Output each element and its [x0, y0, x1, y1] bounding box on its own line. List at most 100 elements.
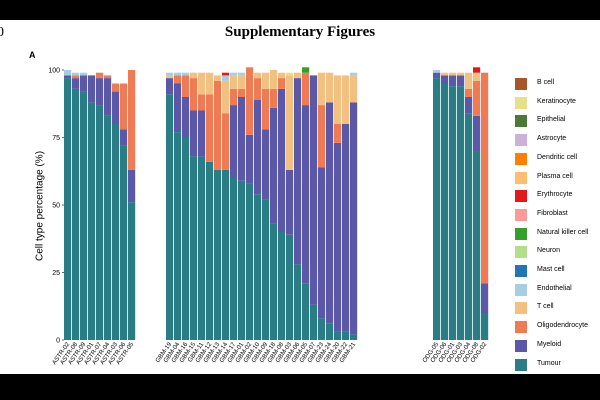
- bar-segment-oligodendrocyte: [128, 70, 136, 170]
- legend-label: Myeloid: [537, 340, 562, 348]
- bar-segment-t-cell: [334, 75, 342, 124]
- bar-segment-t-cell: [473, 72, 481, 81]
- y-tick-label: 100: [48, 68, 60, 75]
- legend-label: Dendritic cell: [537, 153, 578, 161]
- bar-segment-t-cell: [238, 75, 246, 89]
- legend-label: Fibroblast: [537, 209, 568, 217]
- bar-segment-myeloid: [278, 88, 286, 233]
- bar-segment-myeloid: [128, 169, 136, 203]
- bar-segment-myeloid: [449, 75, 457, 87]
- bar-segment-tumour: [318, 318, 326, 340]
- bar-segment-tumour: [302, 283, 310, 340]
- bar-segment-t-cell: [449, 72, 457, 76]
- bar-segment-myeloid: [262, 129, 270, 200]
- y-tick-label: 0: [56, 338, 60, 345]
- legend-swatch: [515, 265, 527, 277]
- bar-segment-t-cell: [198, 72, 206, 95]
- bar-segment-natural-killer-cell: [302, 67, 310, 73]
- legend-item: T cell: [515, 302, 600, 315]
- bar-segment-tumour: [230, 178, 238, 340]
- bar-segment-myeloid: [473, 115, 481, 151]
- bar-segment-t-cell: [206, 72, 214, 95]
- bar-segment-myeloid: [198, 110, 206, 157]
- bar-segment-oligodendrocyte: [206, 94, 214, 162]
- bar-segment-endothelial: [72, 72, 80, 76]
- bar-segment-tumour: [294, 264, 302, 340]
- legend-swatch: [515, 227, 527, 240]
- legend-label: Tumour: [537, 359, 561, 367]
- bar-segment-tumour: [473, 151, 481, 340]
- legend-swatch: [515, 358, 527, 371]
- bar-segment-tumour: [88, 102, 96, 341]
- bar-segment-myeloid: [182, 97, 190, 138]
- bar-segment-tumour: [278, 232, 286, 340]
- bar-segment-oligodendrocyte: [270, 88, 278, 108]
- bar-segment-tumour: [128, 202, 136, 340]
- bar-segment-tumour: [433, 78, 441, 340]
- legend-swatch: [515, 171, 527, 184]
- bar-segment-endothelial: [166, 72, 174, 76]
- bar-segment-tumour: [246, 183, 254, 340]
- legend-item: Astrocyte: [515, 134, 600, 147]
- bar-segment-erythrocyte: [473, 67, 481, 73]
- legend-label: Mast cell: [537, 266, 565, 273]
- legend-label: Keratinocyte: [537, 97, 576, 105]
- legend-swatch: [515, 152, 527, 165]
- bar-segment-oligodendrocyte: [481, 72, 489, 284]
- legend-swatch: [515, 96, 527, 109]
- bar-segment-oligodendrocyte: [112, 83, 120, 92]
- bar-segment-t-cell: [286, 75, 294, 170]
- bar-segment-oligodendrocyte: [120, 83, 128, 130]
- bar-segment-myeloid: [270, 107, 278, 224]
- legend-item: Oligodendrocyte: [515, 321, 600, 334]
- legend-swatch: [515, 115, 527, 128]
- legend-item: Dendritic cell: [515, 152, 600, 165]
- legend-item: B cell: [515, 78, 600, 90]
- bar-segment-keratinocyte: [286, 72, 294, 76]
- bar-segment-t-cell: [441, 72, 449, 76]
- bar-segment-myeloid: [318, 167, 326, 319]
- bar-segment-myeloid: [334, 142, 342, 332]
- bar-segment-oligodendrocyte: [222, 113, 230, 170]
- bar-segment-myeloid: [120, 129, 128, 146]
- bar-segment-oligodendrocyte: [334, 124, 342, 143]
- bar-segment-myeloid: [310, 75, 318, 305]
- bar-segment-tumour: [222, 169, 230, 340]
- legend-swatch: [515, 302, 527, 315]
- legend-swatch: [515, 246, 527, 259]
- bar-segment-t-cell: [214, 75, 222, 81]
- bar-segment-myeloid: [457, 75, 465, 87]
- bar-segment-tumour: [174, 132, 182, 340]
- bar-segment-tumour: [206, 161, 214, 340]
- legend-swatch: [515, 208, 527, 221]
- legend-swatch: [515, 321, 527, 334]
- bar-segment-t-cell: [190, 72, 198, 79]
- legend-item: Keratinocyte: [515, 96, 600, 109]
- bar-segment-oligodendrocyte: [214, 80, 222, 170]
- legend-label: T cell: [537, 303, 554, 311]
- legend-label: Astrocyte: [537, 135, 567, 143]
- bar-segment-myeloid: [350, 102, 358, 335]
- bar-segment-myeloid: [96, 78, 104, 106]
- legend-label: B cell: [537, 79, 555, 86]
- bar-segment-tumour: [481, 313, 489, 340]
- y-tick-label: 25: [52, 270, 60, 277]
- bar-segment-t-cell: [230, 75, 238, 89]
- bar-segment-tumour: [64, 78, 72, 340]
- legend-item: Epithelial: [515, 115, 600, 128]
- bar-segment-t-cell: [342, 75, 350, 124]
- bar-segment-oligodendrocyte: [104, 75, 112, 79]
- bar-segment-myeloid: [190, 110, 198, 157]
- bar-segment-myeloid: [112, 91, 120, 124]
- bar-segment-tumour: [80, 91, 88, 340]
- legend-swatch: [515, 339, 527, 352]
- y-tick-label: 50: [52, 203, 60, 210]
- bar-segment-myeloid: [342, 124, 350, 332]
- bar-segment-endothelial: [182, 72, 190, 76]
- legend-label: Oligodendrocyte: [537, 322, 588, 330]
- bar-segment-tumour: [441, 83, 449, 340]
- bar-segment-myeloid: [286, 169, 294, 235]
- bar-segment-tumour: [334, 331, 342, 340]
- bar-segment-myeloid: [166, 78, 174, 95]
